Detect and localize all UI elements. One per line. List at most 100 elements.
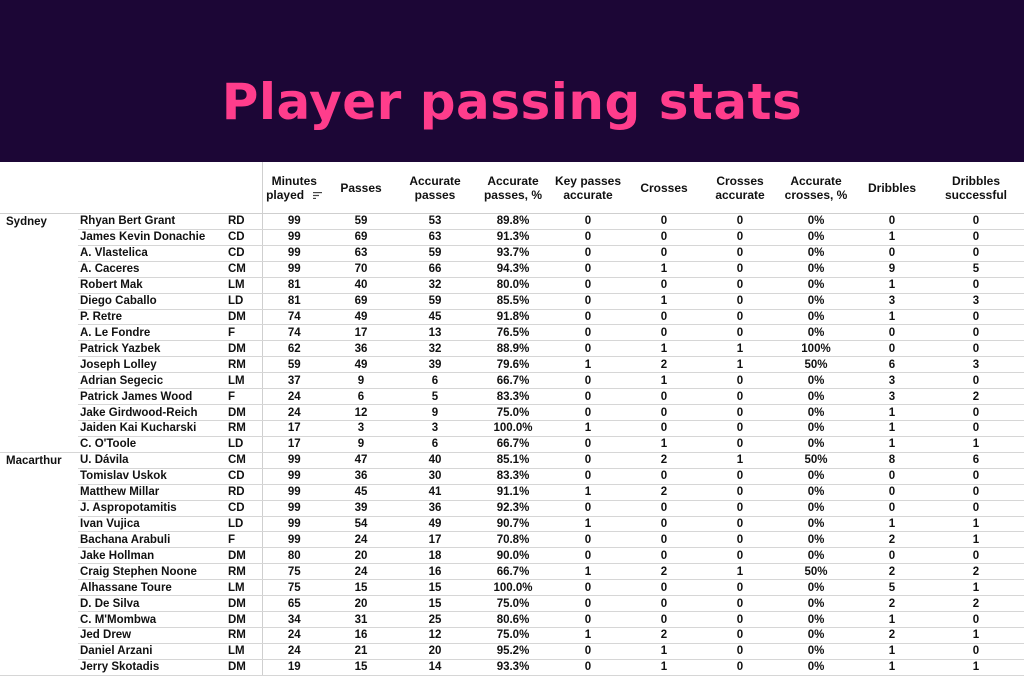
table-row[interactable]: P. Retre DM 74 49 45 91.8% 0 0 0 0% 1 0 xyxy=(0,309,1024,326)
cell-key-passes: 0 xyxy=(552,324,624,342)
table-row[interactable]: C. M'Mombwa DM 34 31 25 80.6% 0 0 0 0% 1 0 xyxy=(0,611,1024,628)
cell-position: DM xyxy=(224,309,262,326)
cell-dribbles-successful: 1 xyxy=(928,531,1024,549)
cell-accurate-crosses-pct: 0% xyxy=(776,324,856,342)
cell-passes: 36 xyxy=(326,340,396,358)
cell-player-name: D. De Silva xyxy=(78,595,224,613)
cell-player-name: Joseph Lolley xyxy=(78,356,224,374)
cell-key-passes: 1 xyxy=(552,356,624,374)
cell-passes: 31 xyxy=(326,611,396,628)
cell-passes: 24 xyxy=(326,563,396,581)
cell-accurate-crosses-pct: 0% xyxy=(776,404,856,421)
table-row[interactable]: Jerry Skotadis DM 19 15 14 93.3% 0 1 0 0% 1 1 xyxy=(0,659,1024,676)
cell-position: RM xyxy=(224,420,262,437)
table-row[interactable]: Sydney Rhyan Bert Grant RD 99 59 53 89.8% 0 0 0 0%… xyxy=(0,213,1024,230)
table-row[interactable]: A. Vlastelica CD 99 63 59 93.7% 0 0 0 0% 0 0 xyxy=(0,245,1024,262)
cell-crosses: 0 xyxy=(624,595,704,613)
table-row[interactable]: Robert Mak LM 81 40 32 80.0% 0 0 0 0% 1 0 xyxy=(0,277,1024,294)
table-row[interactable]: Diego Caballo LD 81 69 59 85.5% 0 1 0 0% 3 3 xyxy=(0,293,1024,310)
table-row[interactable]: C. O'Toole LD 17 9 6 66.7% 0 1 0 0% 1 1 xyxy=(0,436,1024,453)
table-row[interactable]: Ivan Vujica LD 99 54 49 90.7% 1 0 0 0% 1 1 xyxy=(0,516,1024,533)
cell-minutes: 99 xyxy=(261,452,326,469)
cell-position: RD xyxy=(224,213,262,230)
cell-crosses-accurate: 0 xyxy=(704,420,776,437)
passing-stats-table-container: Minutes played Passes Accurate passes Accu… xyxy=(0,162,1024,676)
table-row[interactable]: Jake Girdwood-Reich DM 24 12 9 75.0% 0 0 0 0% 1 0 xyxy=(0,404,1024,421)
cell-passes: 6 xyxy=(326,388,396,406)
header-passes[interactable]: Passes xyxy=(340,180,382,195)
table-row[interactable]: Jed Drew RM 24 16 12 75.0% 1 2 0 0% 2 1 xyxy=(0,627,1024,644)
header-dribbles[interactable]: Dribbles xyxy=(867,180,916,195)
cell-dribbles: 1 xyxy=(856,659,928,676)
cell-dribbles: 0 xyxy=(856,484,928,501)
cell-crosses: 0 xyxy=(624,404,704,421)
cell-accurate-passes-pct: 91.3% xyxy=(474,229,552,246)
cell-accurate-passes-pct: 93.7% xyxy=(474,245,552,262)
table-row[interactable]: Tomislav Uskok CD 99 36 30 83.3% 0 0 0 0% 0 0 xyxy=(0,468,1024,485)
cell-accurate-crosses-pct: 0% xyxy=(776,611,856,628)
table-row[interactable]: Patrick Yazbek DM 62 36 32 88.9% 0 1 1 100% 0 0 xyxy=(0,340,1024,358)
table-row[interactable]: Alhassane Toure LM 75 15 15 100.0% 0 0 0 0% 5 1 xyxy=(0,579,1024,597)
table-row[interactable]: Craig Stephen Noone RM 75 24 16 66.7% 1 2 1 50% 2 2 xyxy=(0,563,1024,581)
table-row[interactable]: Jake Hollman DM 80 20 18 90.0% 0 0 0 0% 0 0 xyxy=(0,547,1024,565)
cell-dribbles-successful: 0 xyxy=(928,277,1024,294)
table-row[interactable]: James Kevin Donachie CD 99 69 63 91.3% 0 0 0 0% 1 0 xyxy=(0,229,1024,246)
cell-passes: 36 xyxy=(326,468,396,485)
cell-minutes: 81 xyxy=(261,293,326,310)
table-row[interactable]: Patrick James Wood F 24 6 5 83.3% 0 0 0 0% 3 2 xyxy=(0,388,1024,406)
cell-accurate-passes: 41 xyxy=(396,484,474,501)
cell-crosses: 0 xyxy=(624,531,704,549)
cell-crosses: 0 xyxy=(624,388,704,406)
table-row[interactable]: Macarthur U. Dávila CM 99 47 40 85.1% 0 2 1 50% 8 6 xyxy=(0,452,1024,469)
table-row[interactable]: Adrian Segecic LM 37 9 6 66.7% 0 1 0 0% 3 0 xyxy=(0,372,1024,390)
cell-dribbles: 0 xyxy=(856,324,928,342)
cell-minutes: 17 xyxy=(261,420,326,437)
cell-accurate-crosses-pct: 0% xyxy=(776,595,856,613)
table-row[interactable]: Bachana Arabuli F 99 24 17 70.8% 0 0 0 0% 2 1 xyxy=(0,531,1024,549)
cell-position: LM xyxy=(224,372,262,390)
table-row[interactable]: Jaiden Kai Kucharski RM 17 3 3 100.0% 1 0 0 0% 1 0 xyxy=(0,420,1024,437)
cell-key-passes: 0 xyxy=(552,372,624,390)
header-crosses-accurate[interactable]: Crosses accurate xyxy=(715,173,765,202)
header-accurate-passes-pct[interactable]: Accurate passes, % xyxy=(483,173,543,202)
header-crosses[interactable]: Crosses xyxy=(640,180,688,195)
cell-crosses-accurate: 0 xyxy=(704,245,776,262)
table-row[interactable]: Matthew Millar RD 99 45 41 91.1% 1 2 0 0% 0 0 xyxy=(0,484,1024,501)
table-row[interactable]: A. Caceres CM 99 70 66 94.3% 0 1 0 0% 9 5 xyxy=(0,261,1024,278)
cell-minutes: 99 xyxy=(261,500,326,517)
table-row[interactable]: Daniel Arzani LM 24 21 20 95.2% 0 1 0 0% 1 0 xyxy=(0,643,1024,660)
cell-minutes: 99 xyxy=(261,516,326,533)
cell-crosses: 0 xyxy=(624,468,704,485)
cell-player-name: Rhyan Bert Grant xyxy=(78,213,224,230)
header-dribbles-successful[interactable]: Dribbles successful xyxy=(944,173,1008,202)
cell-team xyxy=(0,229,78,245)
cell-key-passes: 0 xyxy=(552,452,624,469)
cell-player-name: Matthew Millar xyxy=(78,484,224,501)
cell-position: LM xyxy=(224,579,262,597)
cell-passes: 12 xyxy=(326,404,396,421)
header-accurate-passes[interactable]: Accurate passes xyxy=(409,173,461,202)
cell-accurate-passes: 30 xyxy=(396,468,474,485)
cell-team xyxy=(0,373,78,389)
cell-dribbles-successful: 0 xyxy=(928,404,1024,421)
table-row[interactable]: A. Le Fondre F 74 17 13 76.5% 0 0 0 0% 0 0 xyxy=(0,324,1024,342)
cell-key-passes: 0 xyxy=(552,309,624,326)
cell-key-passes: 0 xyxy=(552,340,624,358)
sort-descending-icon[interactable] xyxy=(313,191,323,199)
cell-key-passes: 0 xyxy=(552,245,624,262)
cell-player-name: Tomislav Uskok xyxy=(78,468,224,485)
cell-accurate-passes: 45 xyxy=(396,309,474,326)
cell-dribbles: 3 xyxy=(856,372,928,390)
cell-crosses: 0 xyxy=(624,324,704,342)
cell-key-passes: 1 xyxy=(552,484,624,501)
header-minutes-played[interactable]: Minutes played xyxy=(261,162,326,214)
table-row[interactable]: J. Aspropotamitis CD 99 39 36 92.3% 0 0 0 0% 0 0 xyxy=(0,500,1024,517)
table-row[interactable]: D. De Silva DM 65 20 15 75.0% 0 0 0 0% 2 2 xyxy=(0,595,1024,613)
header-key-passes[interactable]: Key passes accurate xyxy=(554,173,622,202)
cell-accurate-passes: 17 xyxy=(396,531,474,549)
cell-player-name: Patrick James Wood xyxy=(78,388,224,406)
cell-passes: 69 xyxy=(326,229,396,246)
header-accurate-crosses-pct[interactable]: Accurate crosses, % xyxy=(784,173,848,202)
table-row[interactable]: Joseph Lolley RM 59 49 39 79.6% 1 2 1 50% 6 3 xyxy=(0,356,1024,374)
cell-passes: 9 xyxy=(326,372,396,390)
